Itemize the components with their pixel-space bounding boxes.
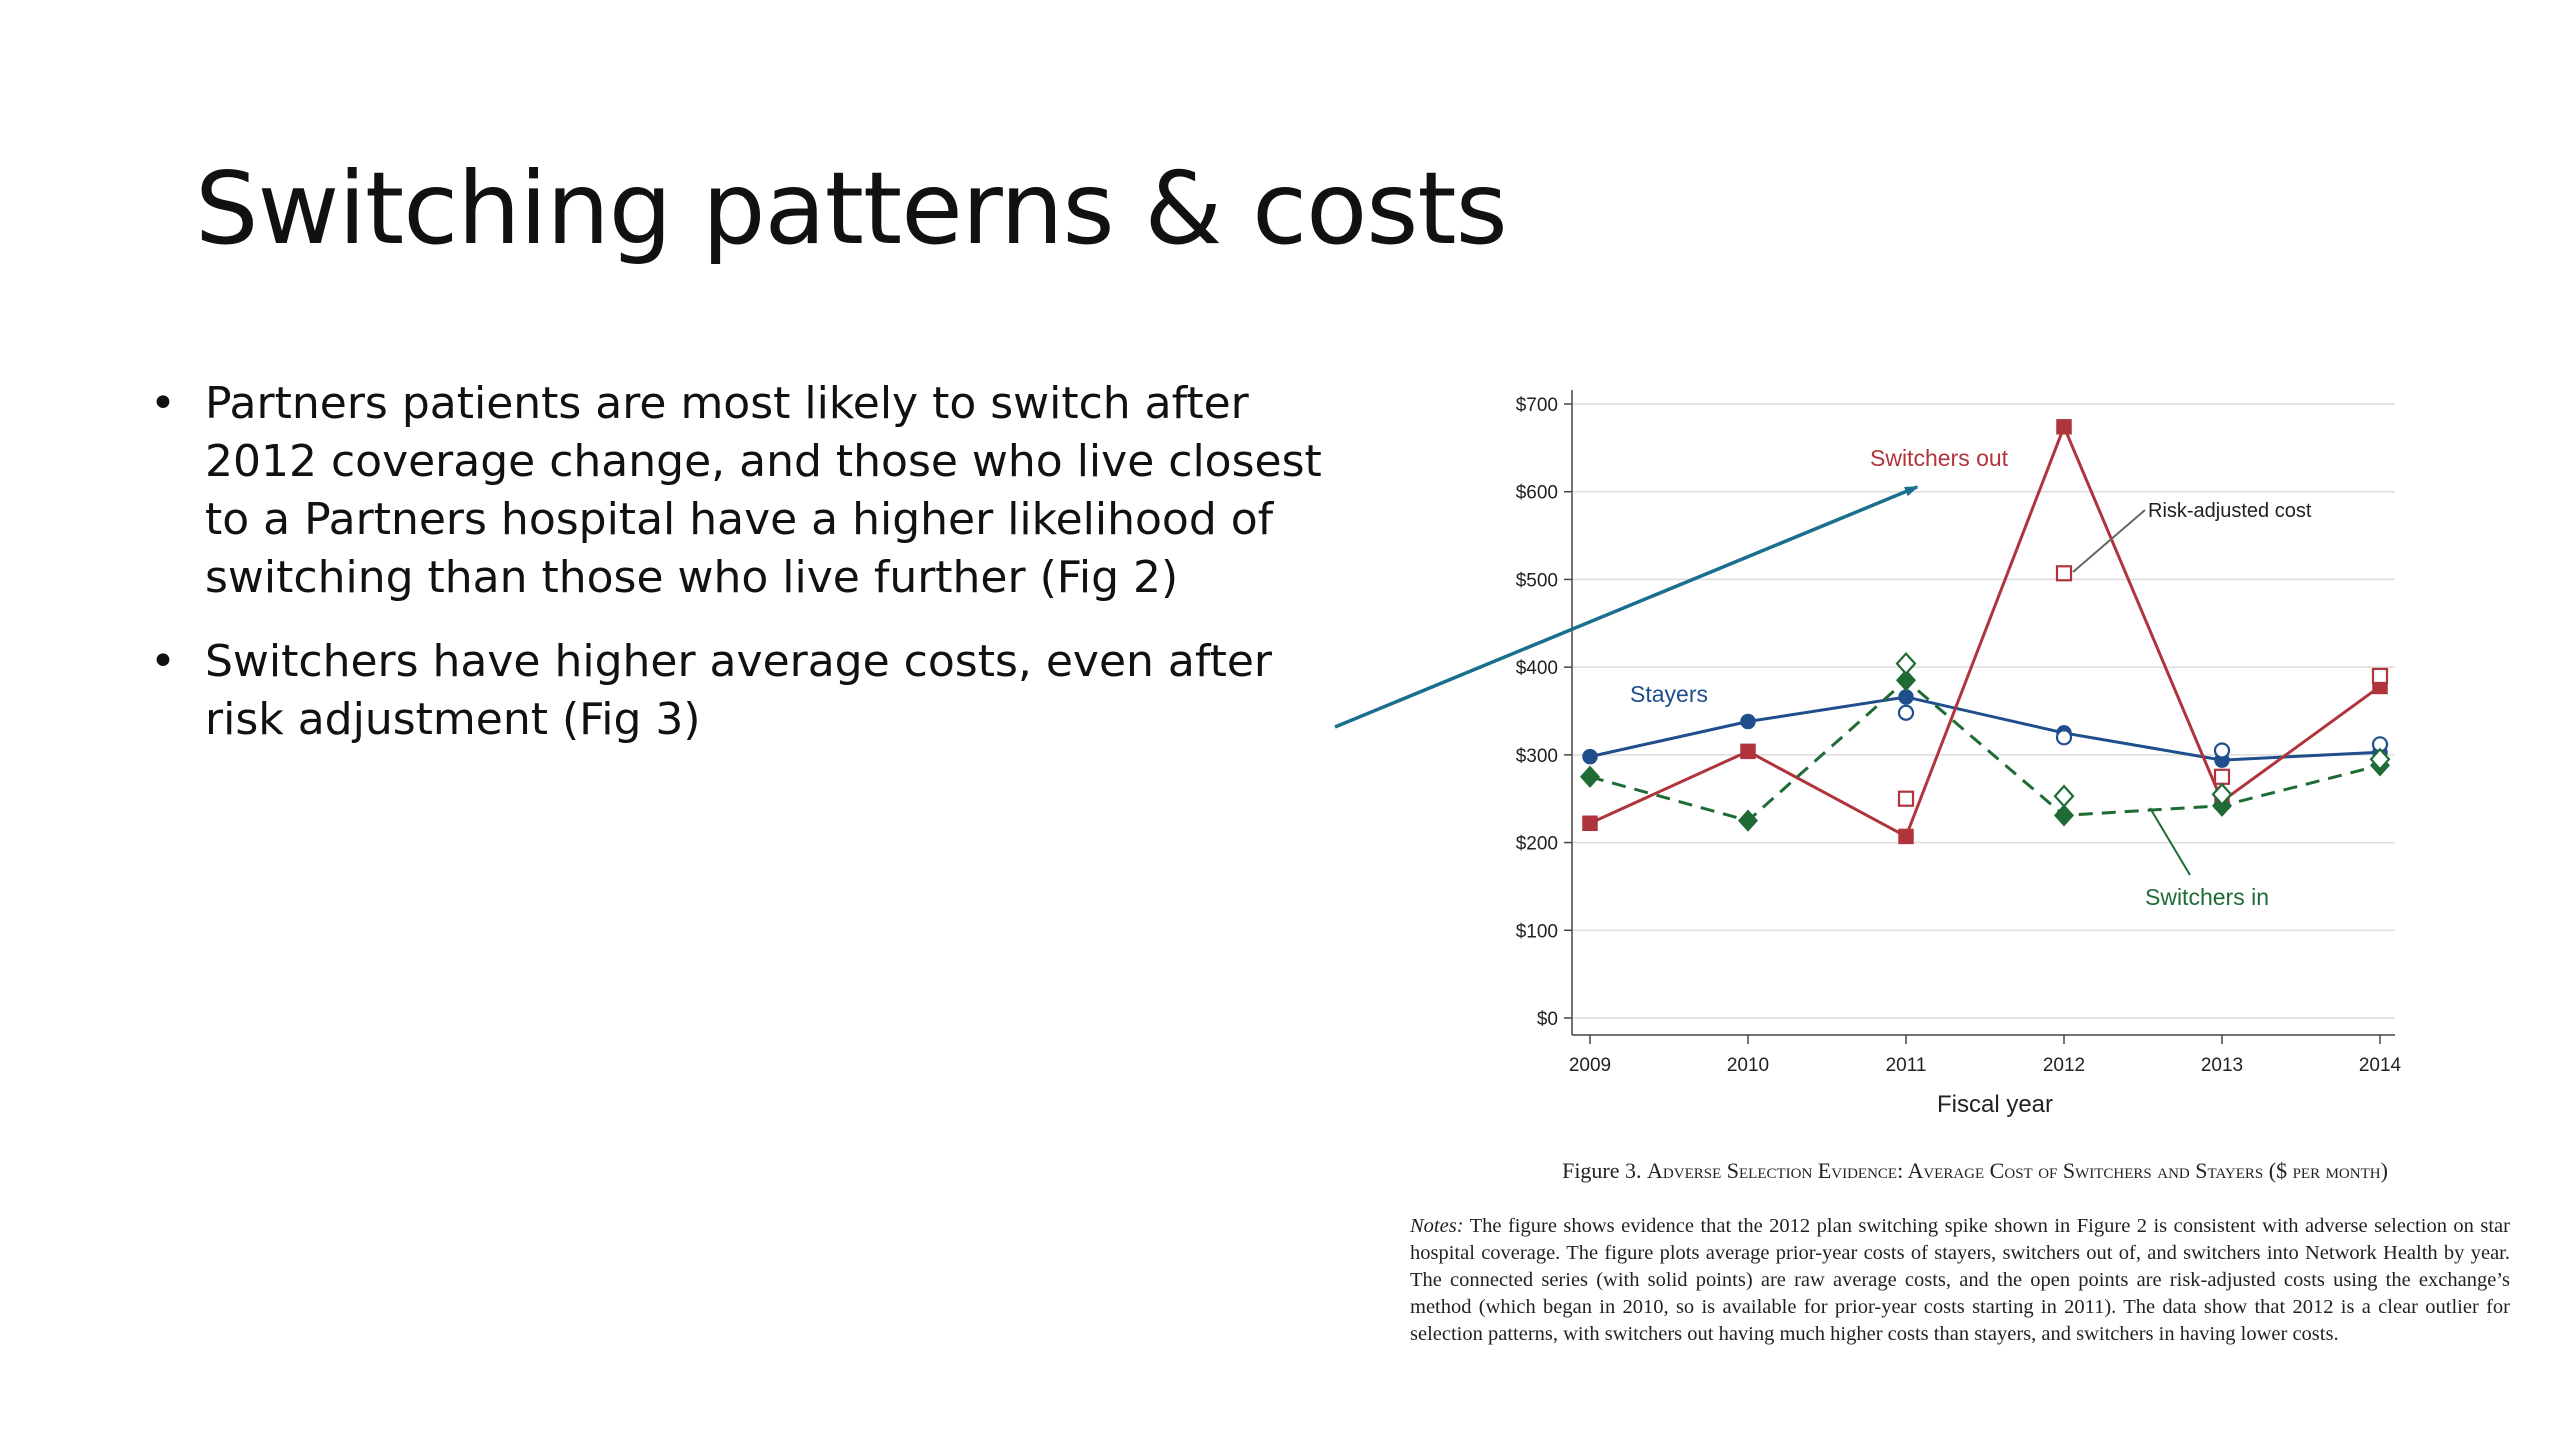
- y-tick-label: $400: [1516, 658, 1558, 679]
- y-tick-label: $700: [1516, 395, 1558, 416]
- data-point-switchers-out: [1582, 815, 1598, 832]
- figure-notes-label: Notes:: [1410, 1215, 1464, 1237]
- data-point-stayers: [1898, 689, 1914, 705]
- x-tick-label: 2010: [1727, 1055, 1769, 1076]
- series-label-switchers-out: Switchers out: [1870, 445, 2009, 471]
- data-point-switchers-in: [1579, 765, 1601, 788]
- bullet-symbol: •: [150, 636, 176, 687]
- data-point-switchers-out: [1898, 828, 1914, 845]
- series-line-switchers-in: [1589, 678, 2381, 823]
- x-tick-label: 2011: [1886, 1055, 1927, 1076]
- y-tick-label: $200: [1516, 834, 1558, 855]
- switchers-in-leader-line: [2149, 807, 2191, 876]
- x-tick-label: 2012: [2043, 1055, 2085, 1076]
- data-point-switchers-in: [1895, 669, 1917, 692]
- risk-adjusted-label: Risk-adjusted cost: [2148, 500, 2312, 522]
- slide-title: Switching patterns & costs: [195, 150, 1508, 267]
- y-tick-label: $0: [1537, 1009, 1558, 1030]
- risk-adjusted-point-switchers-in: [2369, 747, 2391, 771]
- bullet-item: • Partners patients are most likely to s…: [150, 375, 1330, 607]
- risk-adjusted-point-switchers-in: [2211, 782, 2233, 806]
- risk-adjusted-point-switchers-in: [1895, 651, 1917, 676]
- x-axis-label: Fiscal year: [1937, 1091, 2053, 1118]
- data-point-switchers-out: [2056, 419, 2072, 435]
- risk-adjusted-leader-line: [2072, 509, 2146, 573]
- data-point-switchers-in: [1737, 809, 1759, 832]
- risk-adjusted-point-stayers: [2213, 742, 2231, 759]
- data-point-stayers: [1582, 748, 1598, 765]
- bullet-symbol: •: [150, 378, 176, 429]
- series-label-switchers-in: Switchers in: [2145, 884, 2269, 910]
- figure-caption: Figure 3. Adverse Selection Evidence: Av…: [1410, 1158, 2540, 1184]
- risk-adjusted-point-stayers: [1897, 704, 1915, 721]
- risk-adjusted-point-switchers-in: [2053, 784, 2075, 808]
- bullet-item: • Switchers have higher average costs, e…: [150, 633, 1330, 749]
- figure-caption-prefix: Figure 3.: [1562, 1158, 1642, 1183]
- risk-adjusted-point-switchers-out: [1897, 790, 1915, 807]
- x-tick-label: 2009: [1569, 1055, 1611, 1076]
- series-line-switchers-out: [1589, 422, 2381, 839]
- figure-notes: Notes: The figure shows evidence that th…: [1410, 1213, 2510, 1348]
- figure-caption-text: Adverse Selection Evidence: Average Cost…: [1647, 1158, 2388, 1183]
- risk-adjusted-point-switchers-out: [2055, 565, 2073, 582]
- data-point-switchers-in: [2053, 804, 2075, 827]
- pointer-arrow: [1334, 485, 1919, 729]
- series-line-stayers: [1589, 695, 2381, 762]
- risk-adjusted-point-switchers-out: [2213, 768, 2231, 785]
- risk-adjusted-point-switchers-out: [2371, 667, 2389, 685]
- y-tick-label: $500: [1516, 570, 1558, 591]
- x-tick-label: 2014: [2359, 1055, 2402, 1076]
- y-tick-label: $600: [1516, 483, 1558, 504]
- bullet-list: • Partners patients are most likely to s…: [150, 375, 1330, 775]
- data-point-stayers: [1740, 713, 1756, 730]
- y-tick-label: $100: [1516, 921, 1558, 942]
- y-tick-label: $300: [1516, 746, 1558, 767]
- bullet-text: Switchers have higher average costs, eve…: [205, 636, 1272, 745]
- risk-adjusted-point-stayers: [2055, 729, 2073, 746]
- x-tick-label: 2013: [2201, 1055, 2243, 1076]
- series-label-stayers: Stayers: [1630, 681, 1708, 707]
- data-point-switchers-out: [1740, 743, 1756, 760]
- figure-notes-text: The figure shows evidence that the 2012 …: [1410, 1215, 2510, 1345]
- bullet-text: Partners patients are most likely to swi…: [205, 378, 1322, 603]
